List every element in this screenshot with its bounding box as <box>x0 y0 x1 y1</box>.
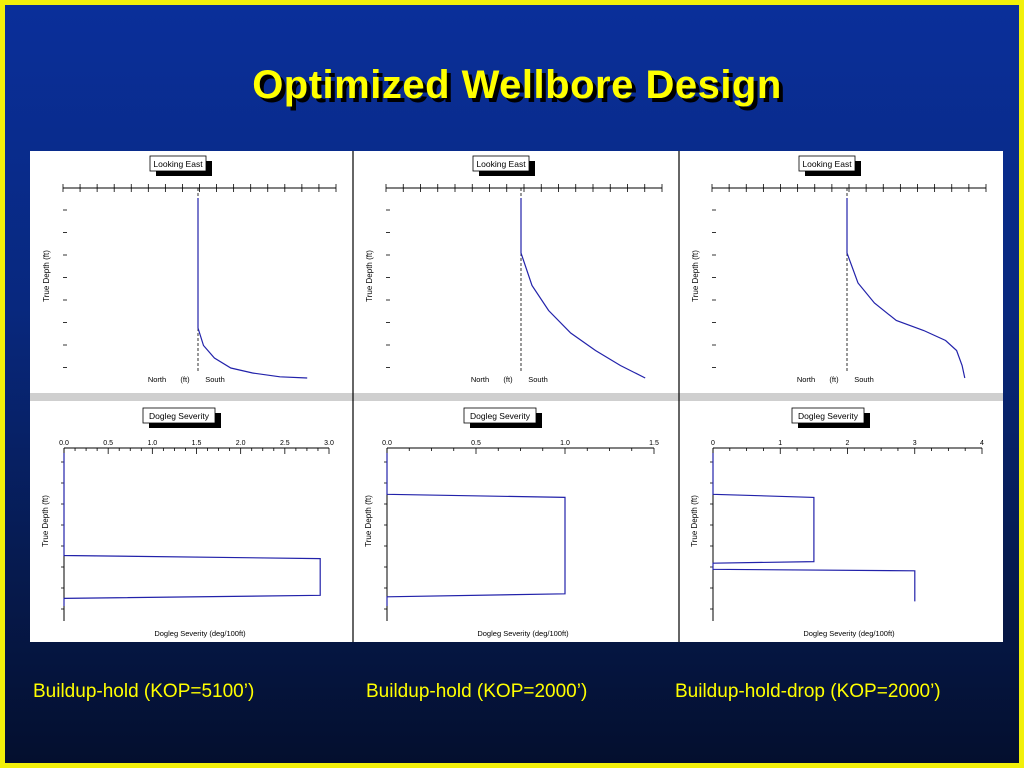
x-tick-label: 0.0 <box>59 440 69 447</box>
legend-frame <box>798 155 856 172</box>
x-tick-label: 1.0 <box>147 440 157 447</box>
y-axis-label: True Depth (ft) <box>691 250 700 302</box>
y-axis-label: True Depth (ft) <box>690 495 699 547</box>
x-label-south: South <box>205 375 225 384</box>
legend-box: Looking East <box>149 155 212 176</box>
x-label-south: South <box>854 375 874 384</box>
x-tick-label: 0.5 <box>471 440 481 447</box>
legend-label: Dogleg Severity <box>470 411 531 421</box>
x-tick-label: 2 <box>846 440 850 447</box>
chart-dogleg-severity-3: Dogleg Severity 0 1 2 3 4 True Depth (ft) Dogle… <box>690 407 984 638</box>
x-label-unit: (ft) <box>503 375 513 384</box>
dogleg-line <box>712 453 916 602</box>
x-tick-label: 1.5 <box>649 440 659 447</box>
legend-frame <box>472 155 530 172</box>
x-tick-label: 0.0 <box>382 440 392 447</box>
x-label-south: South <box>528 375 548 384</box>
x-tick-label: 1 <box>778 440 782 447</box>
trajectory-line <box>197 198 308 379</box>
legend-frame <box>149 155 207 172</box>
chart-looking-east-1: Looking East True Depth (ft) North (ft) Sout… <box>42 155 337 384</box>
legend-box: Looking East <box>798 155 861 176</box>
trajectory-line <box>846 198 966 379</box>
trajectory-line <box>520 198 646 379</box>
y-axis-label: True Depth (ft) <box>365 250 374 302</box>
charts-panel: Looking East True Depth (ft) North (ft) Sout… <box>30 151 1003 642</box>
x-axis-label: Dogleg Severity (deg/100ft) <box>154 629 246 638</box>
legend-box: Dogleg Severity <box>142 407 221 428</box>
x-tick-label: 3.0 <box>324 440 334 447</box>
caption-2: Buildup-hold (KOP=2000’) <box>366 681 588 702</box>
legend-label: Dogleg Severity <box>149 411 210 421</box>
chart-dogleg-severity-2: Dogleg Severity 0.0 0.5 1.0 1.5 True Depth (f… <box>364 407 659 638</box>
chart-looking-east-3: Looking East True Depth (ft) North (ft) Sout… <box>691 155 987 384</box>
legend-label: Looking East <box>802 159 852 169</box>
legend-frame <box>463 407 537 424</box>
x-tick-label: 3 <box>913 440 917 447</box>
x-tick-label: 4 <box>980 440 984 447</box>
y-axis-label: True Depth (ft) <box>42 250 51 302</box>
x-label-unit: (ft) <box>829 375 839 384</box>
x-axis-label: Dogleg Severity (deg/100ft) <box>803 629 895 638</box>
legend-box: Dogleg Severity <box>463 407 542 428</box>
slide-title: Optimized Wellbore Design <box>252 63 782 107</box>
y-axis-label: True Depth (ft) <box>364 495 373 547</box>
x-tick-label: 2.5 <box>280 440 290 447</box>
chart-looking-east-2: Looking East True Depth (ft) North (ft) Sout… <box>365 155 663 384</box>
x-tick-label: 0 <box>711 440 715 447</box>
x-tick-label: 0.5 <box>103 440 113 447</box>
legend-frame <box>142 407 216 424</box>
x-tick-label: 1.5 <box>192 440 202 447</box>
legend-frame <box>791 407 865 424</box>
x-label-north: North <box>148 375 166 384</box>
x-axis-label: Dogleg Severity (deg/100ft) <box>477 629 569 638</box>
x-label-north: North <box>797 375 815 384</box>
row-separator <box>30 393 1003 401</box>
dogleg-line <box>386 453 566 606</box>
x-label-north: North <box>471 375 489 384</box>
legend-label: Looking East <box>476 159 526 169</box>
x-tick-label: 2.0 <box>236 440 246 447</box>
dogleg-line <box>63 453 321 606</box>
legend-label: Dogleg Severity <box>798 411 859 421</box>
legend-label: Looking East <box>153 159 203 169</box>
caption-1: Buildup-hold (KOP=5100’) <box>33 681 255 702</box>
legend-box: Dogleg Severity <box>791 407 870 428</box>
caption-3: Buildup-hold-drop (KOP=2000’) <box>675 681 941 702</box>
charts-svg: Looking East True Depth (ft) North (ft) Sout… <box>30 151 1003 642</box>
chart-dogleg-severity-1: Dogleg Severity 0.0 0.5 1.0 1.5 2.0 2.5 3.0 True… <box>41 407 334 638</box>
x-label-unit: (ft) <box>180 375 190 384</box>
y-axis-label: True Depth (ft) <box>41 495 50 547</box>
x-tick-label: 1.0 <box>560 440 570 447</box>
legend-box: Looking East <box>472 155 535 176</box>
